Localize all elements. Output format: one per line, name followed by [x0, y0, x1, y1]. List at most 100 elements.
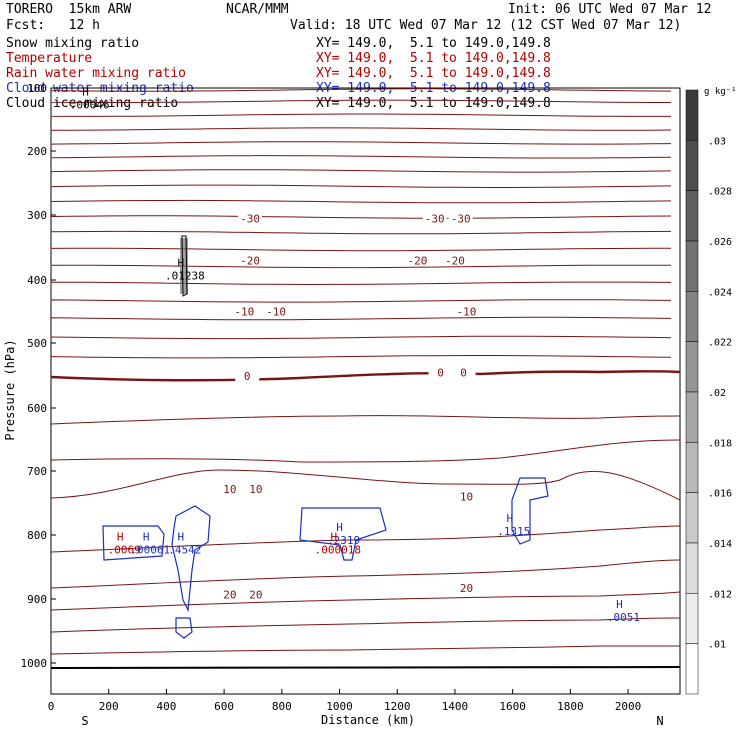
temperature-contour — [50, 281, 672, 286]
high-value-label: .000018 — [315, 544, 361, 557]
colorbar-tick-label: .012 — [708, 589, 732, 600]
y-tick-label: 100 — [27, 82, 47, 95]
contour-label-bg — [238, 211, 263, 224]
high-marker: H — [330, 531, 337, 544]
cloud-water-contour-4 — [299, 507, 387, 561]
temperature-label: -30 — [451, 212, 471, 225]
temperature-label: 0 — [437, 366, 444, 379]
temperature-contour — [50, 525, 681, 553]
high-markers: H.01238H.00046H.0069H.00061H.4542H.2319H… — [70, 85, 640, 623]
high-marker: H — [178, 256, 185, 269]
temperature-contour — [50, 355, 672, 359]
y-tick-label: 200 — [27, 145, 47, 158]
colorbar-tick-label: .016 — [708, 489, 732, 500]
temperature-label: -30 — [425, 212, 445, 225]
temperature-contour — [50, 141, 672, 145]
temperature-contour — [50, 199, 672, 204]
temperature-contour — [50, 264, 672, 269]
high-marker: H — [143, 531, 150, 544]
contour-label-bg — [264, 304, 289, 317]
temperature-contour — [50, 617, 681, 633]
temperature-label: 20 — [460, 582, 473, 595]
colorbar-segment — [685, 391, 699, 443]
high-marker: H — [82, 85, 89, 98]
high-value-label: .1315 — [497, 525, 530, 538]
colorbar-segment — [685, 593, 699, 644]
colorbar-segment — [685, 542, 699, 594]
colorbar-segment — [685, 492, 699, 544]
temperature-contour — [50, 645, 680, 655]
y-tick-label: 300 — [27, 209, 47, 222]
temperature-contour — [50, 439, 681, 463]
temperature-label: 20 — [223, 589, 236, 602]
field-name-temperature: Temperature — [6, 51, 93, 66]
temperature-contour — [50, 184, 672, 188]
contour-label-bg — [405, 253, 430, 266]
contour-label-bg — [238, 253, 263, 266]
colorbar-segment — [685, 190, 699, 242]
x-axis-label: Distance (km) — [321, 713, 415, 727]
x-tick-label: 1000 — [326, 700, 353, 713]
contour-labels: -30 -30 -30 -20 -20 -20 -10 -10 -10 0 0 0 10 10 10 20 20… — [217, 211, 479, 602]
x-tick-label: 0 — [48, 700, 55, 713]
temperature-contour — [50, 230, 672, 235]
high-value-label: .0069 — [108, 544, 141, 557]
temperature-label: 0 — [460, 366, 467, 379]
contour-label-bg — [232, 304, 257, 317]
colorbar-tick-label: .01 — [708, 640, 726, 651]
colorbar-unit: g kg⁻¹ — [704, 87, 737, 97]
temperature-contour — [50, 299, 672, 303]
axes: 0 200 400 600 800 1000 1200 1400 1600 1800 2000100… — [21, 82, 642, 713]
snow-contour — [181, 235, 188, 297]
cloud-water-contour-3 — [175, 617, 193, 639]
x-tick-label: 1800 — [557, 700, 584, 713]
temperature-contour — [50, 169, 672, 173]
temperature-contour — [50, 415, 681, 425]
contour-label-bg — [454, 581, 479, 594]
temperature-contour — [50, 215, 672, 219]
high-marker: H — [178, 531, 185, 544]
temperature-contour — [50, 113, 671, 117]
y-axis-label: Pressure (hPa) — [3, 339, 17, 440]
high-value-label: .01238 — [165, 269, 205, 282]
center-title: NCAR/MMM — [226, 2, 289, 17]
contour-label-bg — [422, 211, 447, 224]
contour-label-bg — [217, 481, 242, 494]
y-tick-label: 900 — [27, 593, 47, 606]
x-tick-label: 200 — [99, 700, 119, 713]
contour-label-bg — [454, 489, 479, 502]
temperature-label: 10 — [249, 483, 262, 496]
contour-label-bg — [451, 365, 476, 378]
y-tick-label: 1000 — [21, 657, 48, 670]
temperature-label: 10 — [460, 491, 473, 504]
colorbar: .01 .012 .014 .016 .018 .02 .022 .024 .026 .028 .0… — [685, 89, 732, 695]
forecast-hour: Fcst: 12 h — [6, 18, 100, 33]
valid-time: Valid: 18 UTC Wed 07 Mar 12 (12 CST Wed … — [290, 18, 682, 33]
y-tick-label: 400 — [27, 274, 47, 287]
x-tick-label: 1600 — [499, 700, 526, 713]
contour-label-bg — [235, 369, 260, 382]
colorbar-segment — [685, 341, 699, 393]
temperature-label: -10 — [266, 306, 286, 319]
x-tick-label: 1400 — [442, 700, 469, 713]
temperature-label: 10 — [223, 483, 236, 496]
cloud-water-contour-5 — [511, 477, 549, 545]
temperature-label: -10 — [234, 306, 254, 319]
colorbar-tick-label: .018 — [708, 438, 732, 449]
colorbar-segment — [685, 643, 699, 695]
x-tick-label: 2000 — [615, 700, 642, 713]
temperature-contour — [50, 559, 681, 589]
y-tick-label: 700 — [27, 465, 47, 478]
temperature-label: -20 — [445, 255, 465, 268]
colorbar-tick-label: .026 — [708, 237, 732, 248]
colorbar-segment — [685, 240, 699, 292]
temperature-label: -30 — [240, 212, 260, 225]
high-marker: H — [616, 598, 623, 611]
field-xy-snow: XY= 149.0, 5.1 to 149.0,149.8 — [316, 36, 551, 51]
cloud-water-contour-1 — [102, 525, 165, 561]
colorbar-tick-label: .028 — [708, 187, 732, 198]
init-time: Init: 06 UTC Wed 07 Mar 12 — [508, 2, 712, 17]
temperature-label: -20 — [240, 255, 260, 268]
temperature-contours — [50, 88, 681, 669]
x-tick-label: 400 — [156, 700, 176, 713]
